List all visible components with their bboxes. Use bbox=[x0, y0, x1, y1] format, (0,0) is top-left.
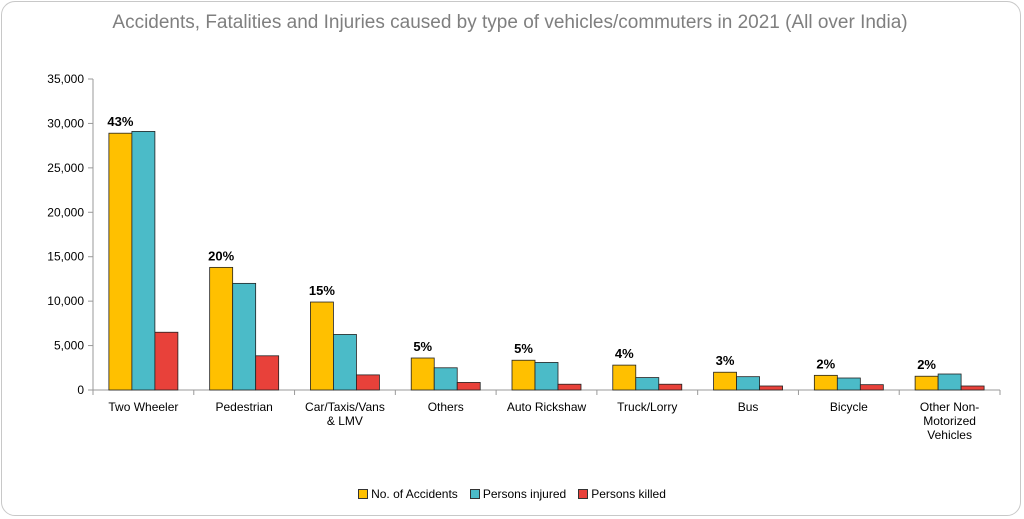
y-tick-label: 5,000 bbox=[54, 339, 84, 353]
y-tick-label: 0 bbox=[77, 383, 84, 397]
legend-swatch bbox=[469, 489, 480, 499]
percent-data-label: 15% bbox=[309, 283, 335, 298]
bar-persons-injured bbox=[232, 282, 257, 391]
bar-persons-killed bbox=[960, 385, 985, 391]
bar-persons-injured bbox=[937, 373, 962, 391]
x-tick-label: Truck/Lorry bbox=[617, 400, 677, 414]
legend-label: Persons killed bbox=[591, 487, 666, 501]
bar-no-of-accidents bbox=[209, 266, 234, 391]
legend-label: No. of Accidents bbox=[371, 487, 458, 501]
y-tick-label: 30,000 bbox=[47, 116, 84, 130]
legend-swatch bbox=[358, 489, 369, 499]
bar-persons-killed bbox=[456, 382, 481, 391]
bar-persons-killed bbox=[557, 383, 582, 391]
x-tick-label: Two Wheeler bbox=[108, 400, 178, 414]
legend-swatch bbox=[578, 489, 589, 499]
legend-item: Persons killed bbox=[578, 487, 666, 501]
y-tick-label: 25,000 bbox=[47, 161, 84, 175]
bar-no-of-accidents bbox=[612, 364, 637, 391]
chart-title: Accidents, Fatalities and Injuries cause… bbox=[112, 12, 908, 33]
x-tick-label: Bicycle bbox=[830, 400, 868, 414]
bar-persons-injured bbox=[534, 362, 559, 391]
chart-legend: No. of Accidents Persons injured Persons k… bbox=[0, 487, 1024, 501]
bar-persons-killed bbox=[759, 385, 783, 391]
x-tick-label: & LMV bbox=[327, 414, 363, 428]
x-tick-label: Others bbox=[428, 400, 464, 414]
bar-no-of-accidents bbox=[813, 374, 838, 391]
x-tick-label: Bus bbox=[738, 400, 759, 414]
y-tick-label: 20,000 bbox=[47, 205, 84, 219]
y-tick-label: 15,000 bbox=[47, 250, 84, 264]
x-tick-label: Pedestrian bbox=[215, 400, 272, 414]
legend-item: Persons injured bbox=[469, 487, 567, 501]
bar-persons-injured bbox=[433, 367, 458, 391]
bar-persons-killed bbox=[356, 374, 380, 391]
bar-no-of-accidents bbox=[108, 132, 133, 391]
percent-data-label: 4% bbox=[615, 346, 634, 361]
bar-persons-injured bbox=[635, 377, 660, 391]
percent-data-label: 43% bbox=[107, 114, 133, 129]
bar-persons-injured bbox=[131, 131, 156, 391]
bar-no-of-accidents bbox=[410, 357, 435, 391]
percent-data-label: 20% bbox=[208, 248, 234, 263]
x-tick-label: Other Non- bbox=[920, 400, 979, 414]
bar-persons-injured bbox=[333, 334, 357, 391]
bar-chart: 0 5,000 10,000 15,000 20,000 25,000 30,000 35,0… bbox=[47, 72, 1001, 442]
x-tick-label: Motorized bbox=[923, 414, 976, 428]
y-tick-label: 10,000 bbox=[47, 294, 84, 308]
percent-data-label: 5% bbox=[514, 341, 533, 356]
bar-no-of-accidents bbox=[914, 375, 939, 391]
legend-item: No. of Accidents bbox=[358, 487, 458, 501]
bar-persons-injured bbox=[836, 377, 861, 391]
bar-persons-killed bbox=[658, 383, 683, 391]
bar-persons-killed bbox=[154, 331, 179, 391]
bar-persons-killed bbox=[255, 355, 280, 391]
bar-persons-injured bbox=[736, 376, 760, 391]
y-tick-label: 35,000 bbox=[47, 72, 84, 86]
bar-no-of-accidents bbox=[310, 301, 334, 391]
percent-data-label: 5% bbox=[413, 339, 432, 354]
bar-no-of-accidents bbox=[713, 371, 737, 391]
x-tick-label: Vehicles bbox=[927, 428, 972, 442]
percent-data-label: 2% bbox=[917, 357, 936, 372]
percent-data-label: 2% bbox=[816, 356, 835, 371]
x-tick-label: Car/Taxis/Vans bbox=[305, 400, 385, 414]
percent-data-label: 3% bbox=[716, 353, 735, 368]
legend-label: Persons injured bbox=[482, 487, 567, 501]
bar-persons-killed bbox=[859, 384, 884, 391]
bar-no-of-accidents bbox=[511, 359, 536, 391]
x-tick-label: Auto Rickshaw bbox=[507, 400, 587, 414]
